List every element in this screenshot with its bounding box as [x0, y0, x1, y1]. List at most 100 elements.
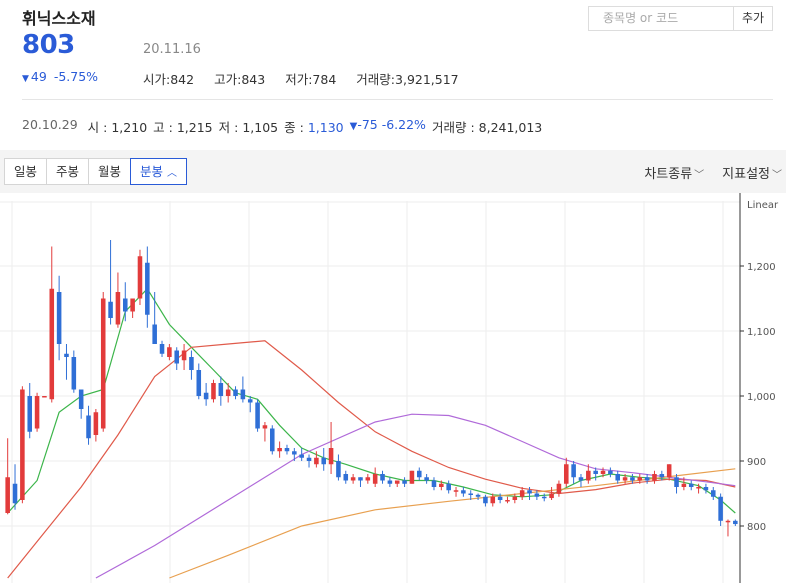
candle-body [718, 496, 723, 521]
candle-body [563, 464, 569, 484]
candle-body [644, 477, 650, 481]
candle-body [630, 477, 635, 481]
price-change: ▼ 49 -5.75% [22, 69, 98, 84]
candle-body [137, 256, 143, 299]
candle-body [439, 483, 444, 487]
candle-body [534, 493, 540, 497]
candle-body [247, 399, 253, 403]
candle-body [145, 262, 150, 315]
candle-body [688, 483, 694, 487]
ohlc-summary: 시가:842 고가:843 저가:784 거래량:3,921,517 [143, 69, 459, 88]
candle-body [674, 477, 679, 487]
add-button[interactable]: 추가 [733, 6, 773, 31]
chevron-up-icon: ︿ [167, 168, 178, 179]
ma-line-ma20 [7, 340, 736, 579]
candle-body [475, 494, 481, 497]
prev-volume: 거래량 : 8,241,013 [431, 120, 543, 135]
candle-body [512, 496, 518, 500]
ma-line-ma5 [7, 287, 736, 514]
y-tick-label: 1,200 [747, 262, 776, 273]
tab-minute[interactable]: 분봉 ︿ [130, 158, 188, 185]
candle-body [402, 480, 407, 484]
candle-body [387, 480, 393, 484]
chart-svg[interactable]: Linear 800 900 1,000 1,100 1,200 [0, 193, 786, 583]
candle-body [167, 347, 172, 357]
prev-change: ▼-75 -6.22% [349, 117, 426, 132]
candle-body [233, 389, 238, 396]
candle-body [519, 490, 525, 497]
candle-body [622, 477, 628, 481]
chevron-down-icon: ﹀ [694, 170, 705, 181]
candle-body [681, 483, 687, 487]
candlestick-chart[interactable]: Linear 800 900 1,000 1,100 1,200 [0, 193, 786, 583]
candle-body [336, 461, 341, 478]
candle-body [130, 298, 135, 312]
y-tick-label: 1,000 [747, 392, 776, 403]
candle-body [108, 301, 113, 318]
candle-body [666, 464, 672, 478]
candle-body [593, 470, 598, 474]
chart-type-menu[interactable]: 차트종류 ﹀ [644, 167, 705, 182]
candle-body [600, 470, 606, 474]
candle-body [93, 412, 99, 435]
tab-monthly[interactable]: 월봉 [88, 158, 132, 185]
candle-body [152, 324, 157, 344]
candle-body [416, 470, 422, 478]
open-stat: 시가:842 [143, 72, 195, 87]
down-triangle-icon: ▼ [22, 74, 29, 84]
candle-body [578, 477, 584, 481]
candle-body [497, 496, 503, 500]
candle-body [453, 490, 459, 492]
candle-body [218, 383, 224, 396]
candle-body [358, 477, 363, 481]
candle-body [586, 470, 591, 481]
candle-body [725, 520, 731, 523]
candle-body [343, 474, 349, 481]
candle-body [115, 292, 121, 325]
candle-body [490, 496, 496, 504]
y-tick-label: 800 [747, 522, 766, 533]
indicator-settings-menu[interactable]: 지표설정 ﹀ [722, 167, 782, 182]
candle-body [100, 298, 106, 429]
scale-label: Linear [747, 200, 779, 211]
candle-body [431, 480, 437, 487]
candle-body [541, 496, 547, 499]
candle-body [174, 350, 180, 364]
candle-body [372, 474, 378, 484]
candle-body [527, 490, 532, 494]
candle-body [505, 500, 510, 502]
candle-body [269, 428, 275, 452]
candle-body [211, 383, 216, 400]
candle-body [64, 353, 69, 357]
candle-body [710, 490, 716, 497]
prev-close: 종 : 1,130 [284, 120, 344, 135]
candle-body [122, 298, 128, 312]
candle-body [483, 496, 488, 504]
candle-body [277, 448, 282, 452]
candle-body [380, 474, 385, 481]
candle-body [292, 451, 297, 455]
candle-body [446, 483, 451, 491]
tab-weekly[interactable]: 주봉 [46, 158, 90, 185]
prev-open: 시 : 1,210 [87, 120, 148, 135]
high-stat: 고가:843 [214, 72, 266, 87]
current-price: 803 [22, 30, 75, 60]
candle-body [571, 464, 576, 478]
candle-body [225, 389, 231, 396]
candle-body [42, 396, 47, 398]
candle-body [409, 470, 415, 484]
ma-line-ma120 [169, 468, 736, 579]
y-tick-label: 1,100 [747, 327, 776, 338]
y-tick-label: 900 [747, 457, 766, 468]
prev-high: 고 : 1,215 [153, 120, 213, 135]
down-triangle-icon: ▼ [349, 121, 358, 132]
stock-search-input[interactable]: 종목명 or 코드 [588, 6, 733, 31]
tab-daily[interactable]: 일봉 [4, 158, 48, 185]
candle-body [5, 477, 10, 513]
chevron-down-icon: ﹀ [772, 170, 782, 181]
volume-stat: 거래량:3,921,517 [356, 72, 459, 87]
candle-body [461, 490, 466, 494]
candle-body [321, 457, 327, 465]
prev-date: 20.10.29 [22, 117, 78, 132]
change-value: 49 [30, 69, 47, 84]
